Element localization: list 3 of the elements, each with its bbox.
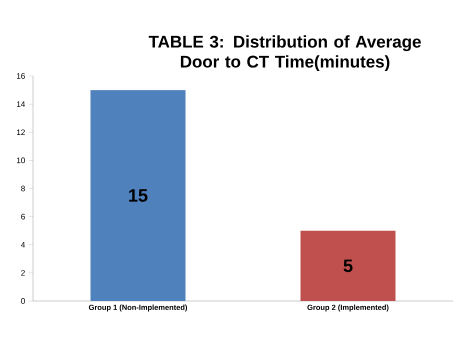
chart-title: TABLE 3: Distribution of Average Door to CT Time(minutes) — [148, 35, 421, 72]
data-label: 15 — [129, 189, 148, 202]
data-label: 5 — [344, 260, 352, 272]
